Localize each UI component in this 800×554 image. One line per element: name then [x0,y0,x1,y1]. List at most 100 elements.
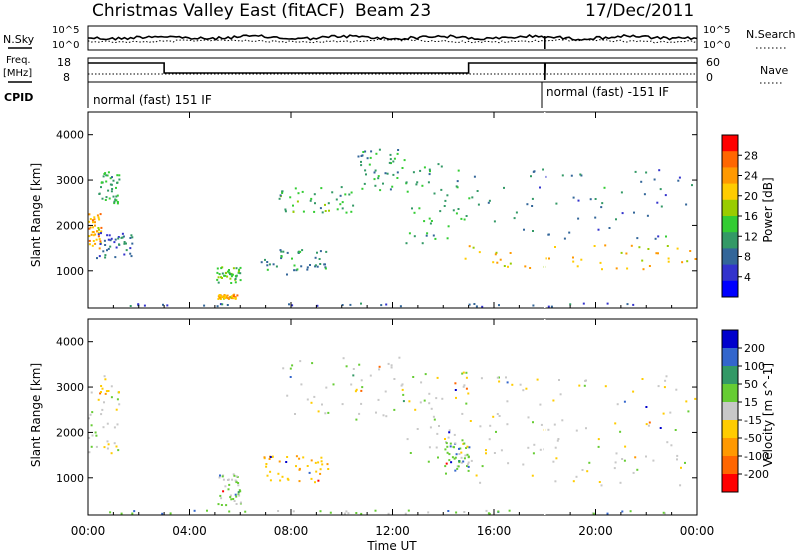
x-tick-label: 08:00 [274,524,309,538]
freq-tick-bottom: 8 [63,71,70,84]
colorbar-swatch [722,135,738,152]
power-ylabel: Slant Range [km] [29,163,43,267]
y-tick-label: 1000 [56,472,84,485]
colorbar-swatch [722,384,738,403]
freq-unit: [MHz] [3,68,32,79]
data-cluster [96,232,134,260]
data-cluster [464,438,686,487]
freq-panel-frame [87,57,698,83]
colorbar-swatch [722,330,738,349]
colorbar-swatch [722,199,738,217]
y-tick-label: 1000 [56,265,84,278]
colorbar-swatch [722,264,738,282]
data-cluster [278,186,355,214]
data-cluster [88,213,103,250]
data-cluster [282,356,405,421]
data-cluster [88,375,121,455]
date-label: 17/Dec/2011 [585,1,694,21]
colorbar-tick-label: 28 [744,149,758,162]
nsearch-tick-bottom: 10^0 [703,40,730,51]
colorbar-swatch [722,474,738,493]
y-tick-label: 3000 [56,174,84,187]
data-cluster [406,371,470,465]
data-cluster [109,509,666,515]
colorbar-swatch [722,456,738,475]
data-cluster [405,163,471,245]
x-tick-label: 12:00 [375,524,410,538]
nave-tick-top: 60 [706,56,720,69]
velocity-heatmap [88,356,697,515]
colorbar-tick-label: 100 [744,360,765,373]
data-cluster [469,375,697,433]
power-panel-frame [87,111,698,309]
x-tick-label: 20:00 [578,524,613,538]
nsky-tick-top: 10^5 [52,25,79,36]
data-cluster [216,266,242,284]
beam-label: Beam 23 [355,1,431,21]
colorbar-swatch [722,151,738,168]
colorbar-tick-label: 50 [744,378,758,391]
nsky-label: N.Sky [3,33,35,46]
y-tick-label: 4000 [56,336,84,349]
colorbar-swatch [722,366,738,385]
x-tick-label: 00:00 [71,524,106,538]
colorbar-tick-label: 15 [744,396,758,409]
colorbar-tick-label: 24 [744,170,758,183]
colorbar-swatch [722,348,738,367]
x-axis-label: Time UT [366,539,417,553]
y-tick-label: 4000 [56,129,84,142]
x-tick-label: 16:00 [477,524,512,538]
cpid-text-first: normal (fast) 151 IF [93,93,212,107]
time-axis: 00:00 04:00 08:00 12:00 16:00 20:00 00:00 [71,112,715,538]
colorbar-tick-label: 4 [744,271,751,284]
freq-tick-top: 18 [57,56,71,69]
colorbar-tick-label: 16 [744,210,758,223]
y-tick-label: 2000 [56,219,84,232]
colorbar-tick-label: 8 [744,251,751,264]
data-cluster [464,244,697,271]
colorbar-swatch [722,438,738,457]
power-y-ticks: 1000 2000 3000 4000 [56,129,697,278]
nave-tick-bottom: 0 [706,71,713,84]
data-cluster [260,249,328,276]
power-colorbar-label: Power [dB] [761,177,775,242]
colorbar-swatch [722,402,738,421]
data-cluster [357,148,408,192]
velocity-colorbar-label: Velocity [m s^-1] [761,363,775,467]
data-cluster [471,168,693,240]
velocity-panel-frame [87,318,698,516]
velocity-colorbar: 200 100 50 15 -15 -50 -100 -200 [721,329,769,493]
data-cluster [263,455,330,484]
colorbar-swatch [722,248,738,266]
data-cluster [129,302,635,308]
colorbar-swatch [722,183,738,201]
y-tick-label: 2000 [56,426,84,439]
y-tick-label: 3000 [56,381,84,394]
nsearch-tick-top: 10^5 [703,25,730,36]
x-tick-label: 00:00 [680,524,715,538]
colorbar-tick-label: 20 [744,190,758,203]
data-cluster [98,171,121,205]
colorbar-tick-label: -50 [744,432,762,445]
colorbar-tick-label: 200 [744,342,765,355]
colorbar-swatch [722,232,738,249]
data-cluster [444,442,471,475]
nsky-tick-bottom: 10^0 [52,40,79,51]
velocity-y-ticks: 1000 2000 3000 4000 [56,336,697,485]
power-colorbar: 28 24 20 16 12 8 4 [721,134,758,298]
colorbar-tick-label: -100 [744,450,769,463]
colorbar-swatch [722,216,738,233]
nsky-series-line [87,34,698,49]
data-cluster [217,293,239,300]
nsearch-label: N.Search [746,28,796,41]
colorbar-tick-label: -15 [744,414,762,427]
x-tick-label: 04:00 [172,524,207,538]
cpid-text-second: normal (fast) -151 IF [546,85,669,99]
freq-series-line [88,62,697,81]
colorbar-swatch [722,167,738,185]
data-cluster [217,473,242,507]
nave-label: Nave [760,64,788,77]
velocity-ylabel: Slant Range [km] [29,363,43,467]
colorbar-tick-label: 12 [744,230,758,243]
